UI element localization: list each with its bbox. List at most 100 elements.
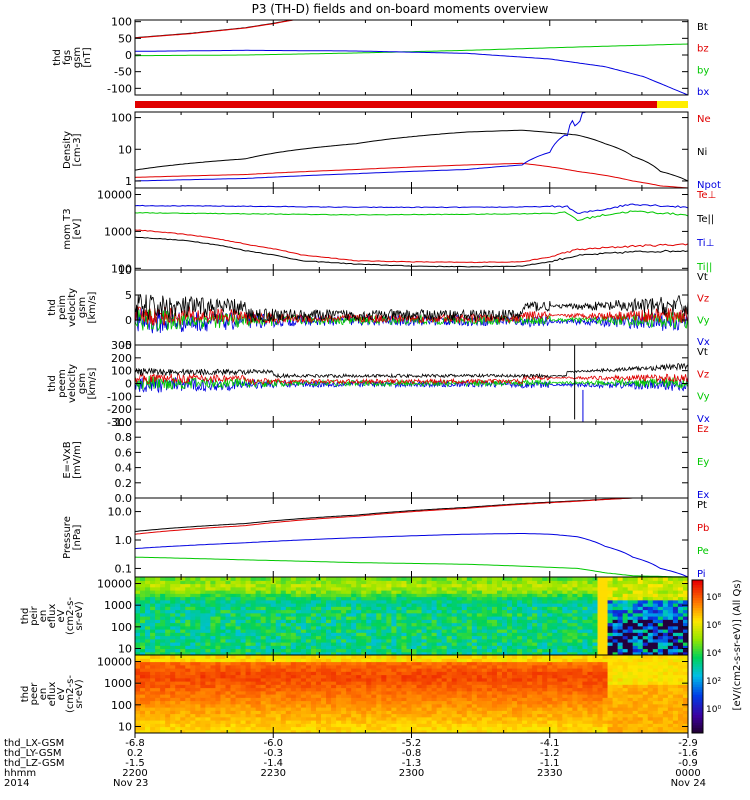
- heatmap-cell: [507, 703, 513, 708]
- heatmap-cell: [165, 655, 171, 659]
- heatmap-cell: [331, 625, 337, 630]
- heatmap-cell: [180, 710, 186, 715]
- heatmap-cell: [341, 606, 347, 611]
- heatmap-cell: [295, 661, 302, 666]
- heatmap-cell: [662, 593, 669, 598]
- heatmap-cell: [496, 603, 503, 607]
- series-Vx: [135, 308, 688, 334]
- heatmap-cell: [471, 632, 478, 637]
- heatmap-cell: [195, 606, 201, 611]
- heatmap-cell: [200, 677, 206, 682]
- heatmap-cell: [572, 622, 578, 627]
- heatmap-cell: [225, 632, 232, 637]
- heatmap-cell: [612, 596, 619, 601]
- heatmap-cell: [386, 580, 392, 585]
- heatmap-cell: [411, 635, 418, 640]
- heatmap-cell: [592, 596, 599, 601]
- heatmap-cell: [195, 603, 201, 607]
- heatmap-cell: [486, 638, 493, 643]
- heatmap-cell: [190, 606, 196, 611]
- heatmap-cell: [386, 616, 392, 620]
- heatmap-cell: [356, 629, 362, 633]
- heatmap-cell: [250, 625, 257, 630]
- heatmap-cell: [250, 616, 257, 620]
- heatmap-cell: [461, 580, 468, 585]
- heatmap-cell: [431, 726, 438, 731]
- heatmap-cell: [356, 729, 362, 733]
- heatmap-cell: [225, 694, 232, 698]
- heatmap-cell: [275, 694, 282, 698]
- heatmap-cell: [537, 577, 543, 581]
- heatmap-cell: [205, 677, 212, 682]
- heatmap-cell: [451, 703, 458, 708]
- heatmap-cell: [170, 603, 176, 607]
- heatmap-cell: [501, 645, 508, 650]
- heatmap-cell: [517, 606, 523, 611]
- heatmap-cell: [245, 629, 252, 633]
- heatmap-cell: [185, 710, 191, 715]
- heatmap-cell: [160, 648, 166, 653]
- heatmap-cell: [582, 583, 589, 588]
- heatmap-cell: [527, 671, 533, 676]
- heatmap-cell: [662, 583, 669, 588]
- heatmap-cell: [617, 603, 624, 607]
- heatmap-cell: [290, 720, 297, 724]
- heatmap-cell: [175, 586, 181, 591]
- heatmap-cell: [421, 716, 428, 721]
- heatmap-cell: [285, 606, 292, 611]
- heatmap-cell: [175, 609, 181, 614]
- heatmap-cell: [677, 648, 684, 653]
- heatmap-cell: [527, 638, 533, 643]
- heatmap-cell: [155, 684, 161, 689]
- heatmap-cell: [507, 606, 513, 611]
- heatmap-cell: [597, 632, 604, 637]
- heatmap-cell: [235, 687, 242, 692]
- heatmap-cell: [346, 687, 352, 692]
- heatmap-cell: [386, 622, 392, 627]
- heatmap-cell: [200, 606, 206, 611]
- heatmap-cell: [210, 707, 217, 711]
- heatmap-cell: [170, 638, 176, 643]
- heatmap-cell: [150, 710, 156, 715]
- heatmap-cell: [471, 713, 478, 718]
- heatmap-cell: [341, 638, 347, 643]
- heatmap-cell: [552, 619, 558, 624]
- heatmap-cell: [341, 684, 347, 689]
- heatmap-cell: [260, 599, 267, 604]
- heatmap-cell: [280, 694, 287, 698]
- heatmap-cell: [557, 590, 563, 594]
- heatmap-cell: [170, 707, 176, 711]
- heatmap-cell: [496, 677, 503, 682]
- heatmap-cell: [537, 700, 543, 705]
- heatmap-cell: [240, 635, 247, 640]
- heatmap-cell: [310, 658, 317, 663]
- heatmap-cell: [667, 603, 674, 607]
- heatmap-cell: [140, 710, 146, 715]
- heatmap-cell: [265, 629, 272, 633]
- heatmap-cell: [240, 690, 247, 695]
- heatmap-cell: [240, 716, 247, 721]
- heatmap-cell: [431, 723, 438, 728]
- heatmap-cell: [582, 619, 589, 624]
- heatmap-cell: [381, 700, 387, 705]
- heatmap-cell: [150, 694, 156, 698]
- heatmap-cell: [135, 586, 141, 591]
- heatmap-cell: [532, 635, 538, 640]
- heatmap-cell: [346, 658, 352, 663]
- heatmap-cell: [491, 674, 498, 679]
- heatmap-cell: [512, 590, 518, 594]
- heatmap-cell: [185, 586, 191, 591]
- heatmap-cell: [391, 716, 398, 721]
- heatmap-cell: [205, 687, 212, 692]
- heatmap-cell: [230, 729, 237, 733]
- heatmap-cell: [210, 658, 217, 663]
- heatmap-cell: [225, 599, 232, 604]
- heatmap-cell: [290, 655, 297, 659]
- heatmap-cell: [396, 655, 403, 659]
- heatmap-cell: [205, 586, 212, 591]
- heatmap-cell: [456, 668, 463, 672]
- heatmap-cell: [275, 609, 282, 614]
- heatmap-cell: [476, 677, 483, 682]
- heatmap-cell: [165, 616, 171, 620]
- heatmap-cell: [305, 700, 312, 705]
